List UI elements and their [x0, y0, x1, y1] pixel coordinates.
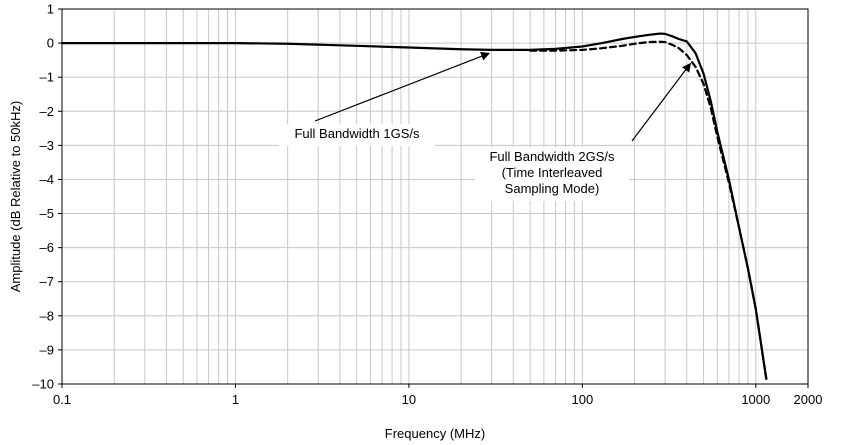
y-tick-label: 0 [47, 36, 54, 51]
grid-lines [62, 9, 808, 384]
annotation-background [279, 124, 435, 146]
annotation-arrow [631, 62, 692, 142]
x-tick-label: 1 [232, 392, 239, 407]
y-tick-label: –1 [40, 70, 54, 85]
x-tick-label: 2000 [794, 392, 823, 407]
y-tick-label: –6 [40, 240, 54, 255]
y-tick-label: 1 [47, 2, 54, 17]
y-axis-label: Amplitude (dB Relative to 50kHz) [8, 101, 23, 292]
annotations-group: Full Bandwidth 1GS/s Full Bandwidth 2GS/s… [279, 52, 692, 201]
y-tick-label: –3 [40, 138, 54, 153]
y-tick-label: –5 [40, 206, 54, 221]
x-axis-label: Frequency (MHz) [385, 426, 485, 441]
annotation-text: Sampling Mode) [505, 181, 600, 196]
y-tick-label: –2 [40, 104, 54, 119]
series-line-2 [529, 40, 768, 380]
plot-frame [61, 8, 809, 385]
x-tick-label: 10 [402, 392, 416, 407]
annotation-background [474, 147, 630, 201]
x-tick-label: 100 [571, 392, 593, 407]
annotation-arrow [314, 52, 491, 122]
y-tick-label: –8 [40, 308, 54, 323]
annotation-text: Full Bandwidth 2GS/s [489, 149, 615, 164]
series-group [60, 32, 768, 380]
plot-area [61, 8, 809, 385]
y-tick-label: –10 [32, 377, 54, 392]
annotation-text: Full Bandwidth 1GS/s [294, 126, 420, 141]
x-tick-label: 1000 [741, 392, 770, 407]
y-tick-label: –7 [40, 274, 54, 289]
annotation-text: (Time Interleaved [502, 165, 603, 180]
series-line-1 [60, 32, 768, 380]
x-tick-label: 0.1 [53, 392, 71, 407]
y-tick-label: –9 [40, 342, 54, 357]
y-tick-label: –4 [40, 172, 54, 187]
